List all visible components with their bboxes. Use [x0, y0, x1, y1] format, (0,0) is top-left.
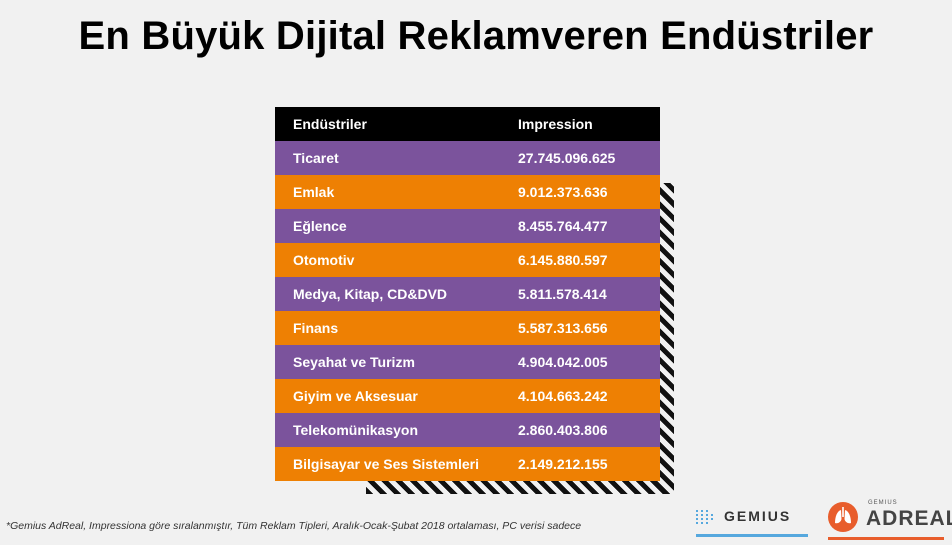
impression-value: 6.145.880.597: [518, 252, 608, 268]
column-header-industries: Endüstriler: [293, 116, 367, 132]
gemius-underline: [696, 534, 808, 537]
industry-name: Giyim ve Aksesuar: [293, 388, 418, 404]
adreal-logo: GEMIUS ADREAL: [828, 500, 952, 542]
impression-value: 27.745.096.625: [518, 150, 616, 166]
gemius-logo: GEMIUS: [696, 506, 808, 540]
table-row: Seyahat ve Turizm 4.904.042.005: [275, 345, 660, 379]
gemius-logo-text: GEMIUS: [724, 508, 792, 524]
impression-value: 4.904.042.005: [518, 354, 608, 370]
table-row: Finans 5.587.313.656: [275, 311, 660, 345]
impression-value: 9.012.373.636: [518, 184, 608, 200]
table-row: Ticaret 27.745.096.625: [275, 141, 660, 175]
adreal-brand-small: GEMIUS: [868, 500, 898, 506]
footnote: *Gemius AdReal, Impressiona göre sıralan…: [6, 520, 582, 532]
industry-name: Seyahat ve Turizm: [293, 354, 415, 370]
column-header-impression: Impression: [518, 116, 593, 132]
gemius-dots-icon: [696, 510, 713, 524]
impression-value: 5.811.578.414: [518, 286, 607, 302]
page-title: En Büyük Dijital Reklamveren Endüstriler: [78, 14, 874, 58]
impression-value: 8.455.764.477: [518, 218, 608, 234]
table-row: Emlak 9.012.373.636: [275, 175, 660, 209]
impression-value: 2.860.403.806: [518, 422, 608, 438]
impression-value: 5.587.313.656: [518, 320, 608, 336]
adreal-lungs-icon: [828, 502, 858, 532]
industry-name: Eğlence: [293, 218, 347, 234]
table-header-row: Endüstriler Impression: [275, 107, 660, 141]
industry-name: Telekomünikasyon: [293, 422, 419, 438]
industries-table: Endüstriler Impression Ticaret 27.745.09…: [275, 107, 660, 481]
table-row: Bilgisayar ve Ses Sistemleri 2.149.212.1…: [275, 447, 660, 481]
impression-value: 2.149.212.155: [518, 456, 608, 472]
adreal-logo-text: ADREAL: [866, 507, 952, 530]
industry-name: Bilgisayar ve Ses Sistemleri: [293, 456, 479, 472]
industry-name: Otomotiv: [293, 252, 355, 268]
industry-name: Ticaret: [293, 150, 339, 166]
table-row: Eğlence 8.455.764.477: [275, 209, 660, 243]
table-row: Medya, Kitap, CD&DVD 5.811.578.414: [275, 277, 660, 311]
impression-value: 4.104.663.242: [518, 388, 608, 404]
table-row: Giyim ve Aksesuar 4.104.663.242: [275, 379, 660, 413]
industry-name: Medya, Kitap, CD&DVD: [293, 286, 448, 302]
table-row: Otomotiv 6.145.880.597: [275, 243, 660, 277]
industry-name: Emlak: [293, 184, 335, 200]
table-row: Telekomünikasyon 2.860.403.806: [275, 413, 660, 447]
adreal-underline: [828, 537, 944, 540]
industry-name: Finans: [293, 320, 339, 336]
